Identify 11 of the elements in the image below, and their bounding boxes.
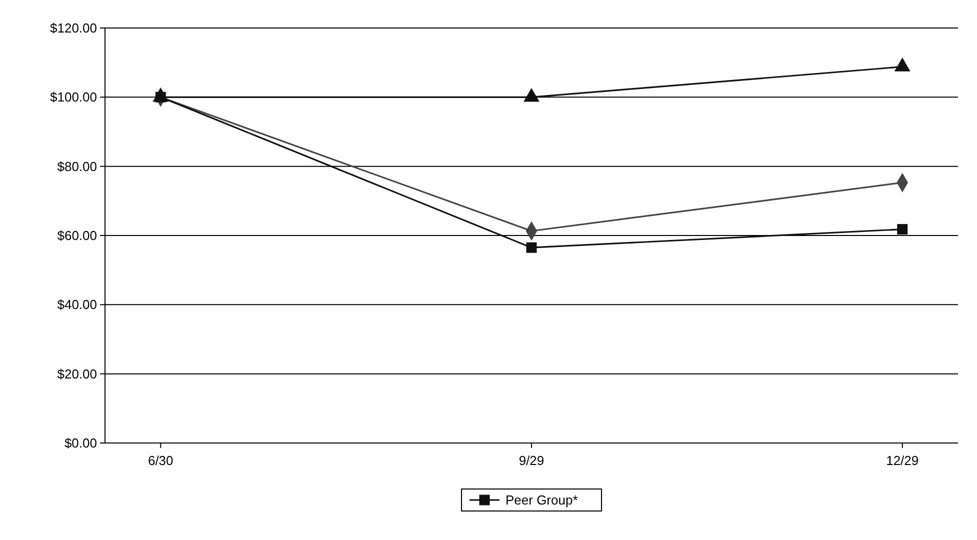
legend-label: Peer Group*: [506, 492, 578, 508]
y-tick-label: $80.00: [57, 158, 97, 174]
y-tick-label: $40.00: [57, 297, 97, 312]
x-tick-label: 9/29: [518, 453, 544, 468]
y-tick-label: $100.00: [50, 90, 97, 105]
x-tick-label: 12/29: [886, 453, 919, 468]
y-tick-label: $20.00: [57, 366, 97, 382]
y-tick-label: $60.00: [57, 228, 97, 244]
x-tick-label: 6/30: [148, 453, 174, 468]
y-tick-label: $120.00: [50, 20, 97, 36]
y-tick-label: $0.00: [64, 436, 97, 451]
